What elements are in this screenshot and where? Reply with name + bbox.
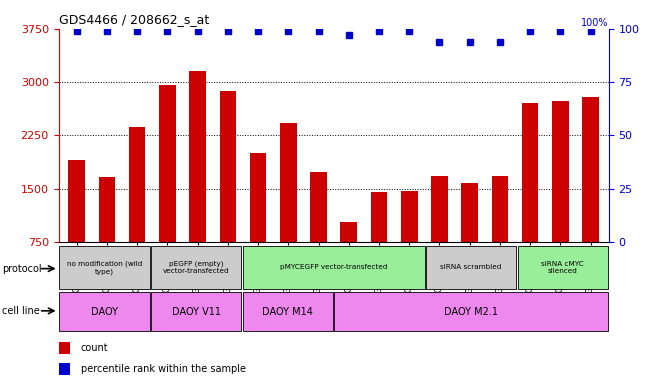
- Bar: [243, 245, 424, 289]
- Bar: [492, 176, 508, 295]
- Bar: [582, 97, 599, 295]
- Bar: [401, 192, 417, 295]
- Text: pEGFP (empty)
vector-transfected: pEGFP (empty) vector-transfected: [163, 260, 229, 274]
- Text: DAOY V11: DAOY V11: [172, 306, 221, 317]
- Bar: [250, 153, 266, 295]
- Text: siRNA cMYC
silenced: siRNA cMYC silenced: [542, 260, 584, 274]
- Bar: [159, 85, 176, 295]
- Text: count: count: [81, 343, 108, 353]
- Bar: [522, 103, 538, 295]
- Bar: [59, 363, 70, 375]
- Bar: [59, 245, 150, 289]
- Bar: [59, 342, 70, 354]
- Bar: [68, 160, 85, 295]
- Bar: [334, 292, 608, 331]
- Text: 100%: 100%: [581, 18, 609, 28]
- Bar: [243, 292, 333, 331]
- Text: cell line: cell line: [2, 306, 40, 316]
- Bar: [370, 192, 387, 295]
- Text: DAOY: DAOY: [91, 306, 118, 317]
- Bar: [59, 292, 150, 331]
- Bar: [462, 183, 478, 295]
- Text: DAOY M2.1: DAOY M2.1: [444, 306, 498, 317]
- Text: DAOY M14: DAOY M14: [262, 306, 313, 317]
- Bar: [340, 222, 357, 295]
- Text: no modification (wild
type): no modification (wild type): [67, 260, 142, 275]
- Bar: [518, 245, 608, 289]
- Text: GDS4466 / 208662_s_at: GDS4466 / 208662_s_at: [59, 13, 209, 26]
- Bar: [219, 91, 236, 295]
- Bar: [552, 101, 568, 295]
- Text: siRNA scrambled: siRNA scrambled: [441, 264, 502, 270]
- Bar: [151, 245, 242, 289]
- Bar: [431, 176, 448, 295]
- Text: pMYCEGFP vector-transfected: pMYCEGFP vector-transfected: [280, 264, 387, 270]
- Bar: [426, 245, 516, 289]
- Bar: [189, 71, 206, 295]
- Bar: [129, 127, 145, 295]
- Bar: [280, 123, 297, 295]
- Bar: [151, 292, 242, 331]
- Text: percentile rank within the sample: percentile rank within the sample: [81, 364, 245, 374]
- Bar: [311, 172, 327, 295]
- Bar: [99, 177, 115, 295]
- Text: protocol: protocol: [2, 264, 42, 274]
